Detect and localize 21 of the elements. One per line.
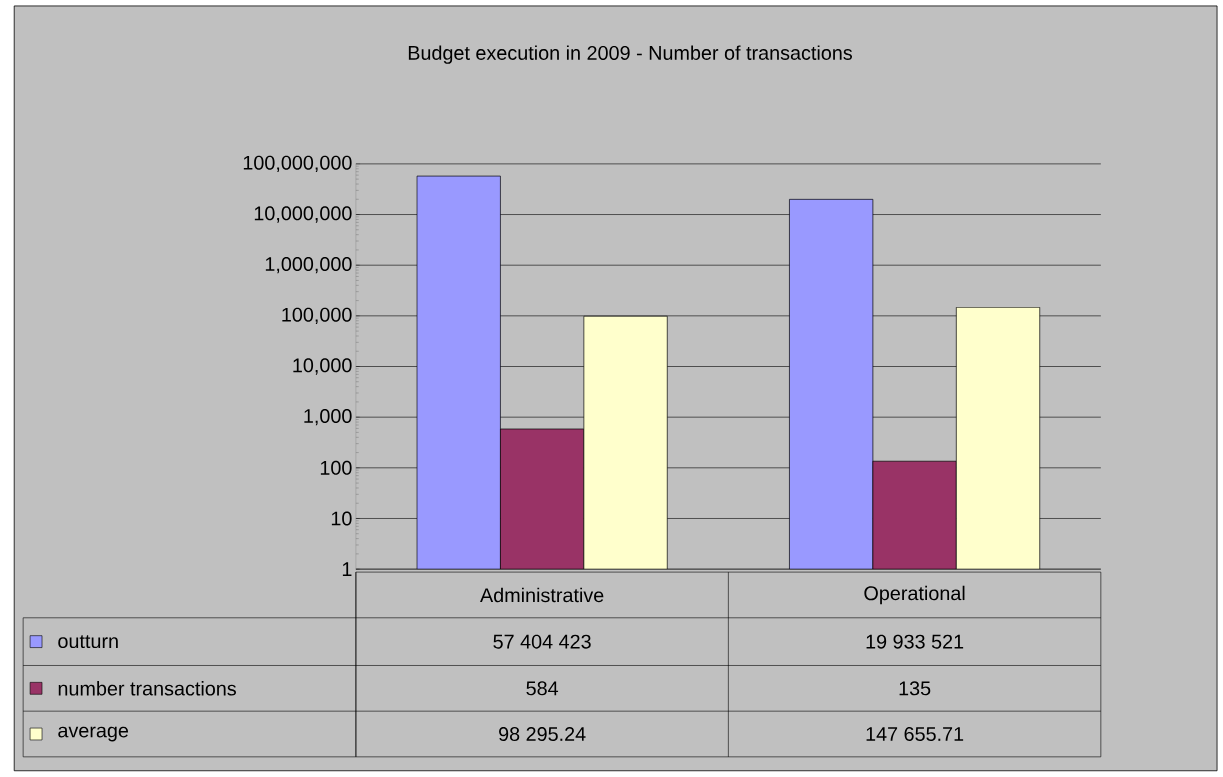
x-tick-label: Operational [864,585,965,605]
data-label: 147 655.71 [866,727,964,742]
chart-title: Budget execution in 2009 - Number of transactions [408,45,852,64]
data-label: 135 [899,681,931,696]
x-tick-label: Administrative [480,587,604,603]
y-tick-label: 10 [331,511,352,526]
legend-label: number transactions [58,681,236,696]
y-tick-label: 100 [320,460,352,475]
y-tick-label: 100,000 [282,307,352,325]
y-tick-label: 1,000 [304,409,352,426]
y-tick-label: 1 [342,562,352,577]
y-tick-label: 10,000 [293,358,352,375]
y-tick-label: 10,000,000 [254,206,352,223]
data-label: 19 933 521 [866,634,964,649]
data-label: 584 [526,681,559,696]
y-tick-label: 1,000,000 [265,257,352,274]
legend-label: average [58,726,129,742]
y-tick-label: 100,000,000 [243,155,352,173]
legend-label: outturn [58,635,118,649]
data-label: 57 404 423 [493,634,591,649]
data-label: 98 295.24 [499,727,586,742]
